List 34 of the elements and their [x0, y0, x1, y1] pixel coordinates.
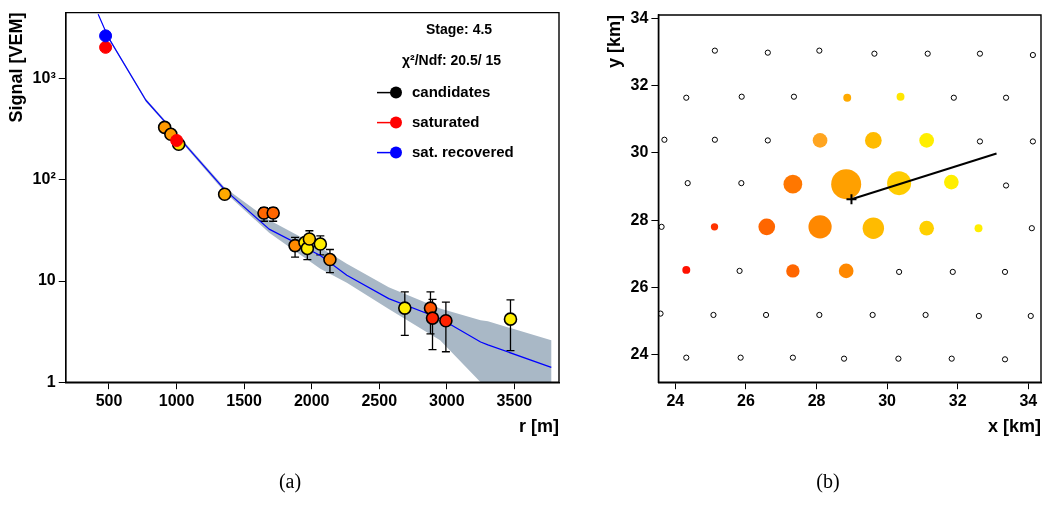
text: (a)	[277, 470, 303, 493]
y-tick-label: 10	[37, 271, 56, 289]
legend-label: sat. recovered	[412, 142, 514, 160]
y-tick-label: 26	[630, 277, 649, 295]
x-tick-label: 1500	[226, 392, 263, 410]
y-tick-label: 10²	[32, 170, 56, 188]
x-axis-title: x [km]	[987, 416, 1041, 437]
y-tick-label: 32	[630, 76, 649, 94]
legend-label: candidates	[412, 82, 491, 100]
x-tick-label: 26	[737, 392, 755, 410]
y-axis-title: Signal [VEM]	[5, 12, 26, 123]
x-axis-title: r [m]	[519, 416, 559, 437]
x-tick-label: 24	[666, 392, 685, 410]
y-tick-label: 10³	[32, 69, 56, 87]
x-tick-label: 30	[878, 392, 897, 410]
annotation: Stage: 4.5	[426, 21, 493, 38]
x-tick-label: 32	[948, 392, 967, 410]
x-tick-label: 2500	[361, 392, 398, 410]
x-tick-label: 28	[807, 392, 826, 410]
y-tick-label: 28	[630, 210, 649, 228]
x-tick-label: 3000	[429, 392, 465, 410]
legend-label: saturated	[412, 112, 480, 130]
y-tick-label: 34	[630, 8, 649, 26]
x-tick-label: 2000	[293, 392, 330, 410]
x-tick-label: 3500	[496, 392, 533, 410]
y-tick-label: 1	[46, 372, 56, 390]
x-tick-label: 500	[95, 392, 123, 410]
x-tick-label: 1000	[158, 392, 195, 410]
annotation: χ²/Ndf: 20.5/ 15	[402, 52, 502, 69]
y-tick-label: 24	[630, 345, 649, 363]
x-tick-label: 34	[1019, 392, 1038, 410]
y-tick-label: 30	[630, 143, 649, 161]
y-axis-title: y [km]	[603, 15, 624, 69]
text: (b)	[815, 470, 841, 493]
